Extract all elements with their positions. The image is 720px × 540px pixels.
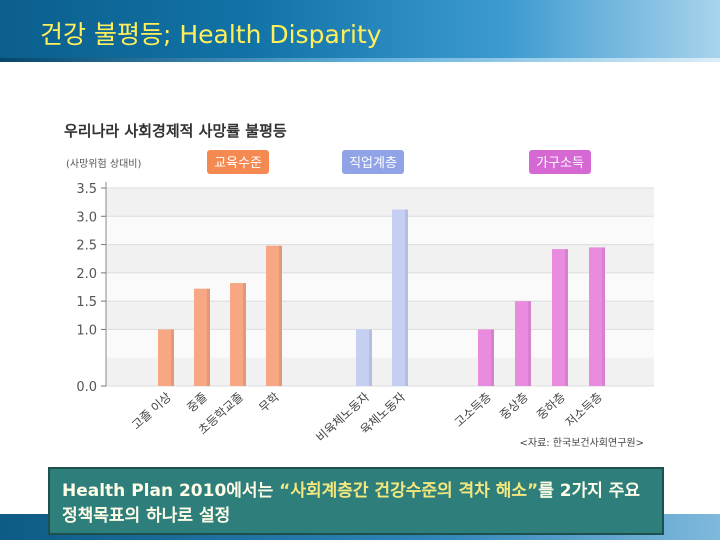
bar: [194, 288, 210, 386]
group-header-bg: [207, 150, 269, 174]
bar-shade: [369, 329, 372, 386]
bar-shade: [207, 288, 210, 386]
grid-band: [106, 272, 654, 302]
bar: [392, 209, 408, 386]
bar: [515, 301, 531, 386]
group-header-label: 가구소득: [536, 156, 584, 171]
bar-shade: [602, 247, 605, 386]
group-header-bg: [529, 150, 591, 174]
bar-shade: [243, 283, 246, 386]
grid: [106, 187, 654, 387]
grid-band: [106, 216, 654, 245]
group-headers: 교육수준 직업계층 가구소득: [207, 150, 591, 174]
chart-title: 우리나라 사회경제적 사망률 불평등: [64, 122, 287, 140]
grid-band: [106, 357, 654, 386]
note-suffix: 를 2가지 주요 정책목표의 하나로 설정: [62, 481, 641, 526]
group-header-bg: [342, 150, 404, 174]
chart-source: <자료: 한국보건사회연구원>: [519, 437, 644, 449]
bar: [266, 245, 282, 386]
bar: [230, 283, 246, 386]
y-tick-label: 1.0: [76, 323, 97, 338]
bar-shade: [528, 301, 531, 386]
grid-band: [106, 329, 654, 358]
note-quote: “사회계층간 건강수준의 격차 해소”: [279, 481, 539, 501]
note-prefix: Health Plan 2010에서는: [62, 481, 280, 501]
bar: [552, 249, 568, 386]
bar-shade: [171, 329, 174, 386]
y-tick-label: 2.0: [76, 267, 97, 282]
chart: 3.5 3.0 2.5 2.0 1.5 1.0 0.0 고졸 이상 중졸 초등학교졸 무학 비육체노…: [56, 112, 666, 457]
y-tick-label: 1.5: [76, 295, 97, 310]
bar: [158, 329, 174, 386]
bar-shade: [405, 209, 408, 386]
y-tick-label: 2.5: [76, 239, 97, 254]
grid-band: [106, 301, 654, 330]
group-header-label: 교육수준: [214, 156, 262, 171]
note-box: Health Plan 2010에서는 “사회계층간 건강수준의 격차 해소”를…: [48, 467, 664, 535]
bar-shade: [491, 329, 494, 386]
bars: [158, 209, 605, 386]
slide-title: 건강 불평등; Health Disparity: [40, 20, 382, 49]
y-tick-label: 3.0: [76, 210, 97, 225]
grid-band: [106, 244, 654, 273]
bar-shade: [565, 249, 568, 386]
bar: [356, 329, 372, 386]
bar: [589, 247, 605, 386]
y-axis: 3.5 3.0 2.5 2.0 1.5 1.0 0.0: [76, 182, 107, 395]
y-tick-label: 0.0: [76, 380, 97, 395]
y-tick-label: 3.5: [76, 182, 97, 197]
y-axis-label: (사망위험 상대비): [66, 157, 141, 170]
grid-band: [106, 188, 654, 217]
bar-shade: [279, 245, 282, 386]
bar: [478, 329, 494, 386]
title-bar: 건강 불평등; Health Disparity: [0, 0, 720, 62]
group-header-label: 직업계층: [349, 156, 397, 171]
